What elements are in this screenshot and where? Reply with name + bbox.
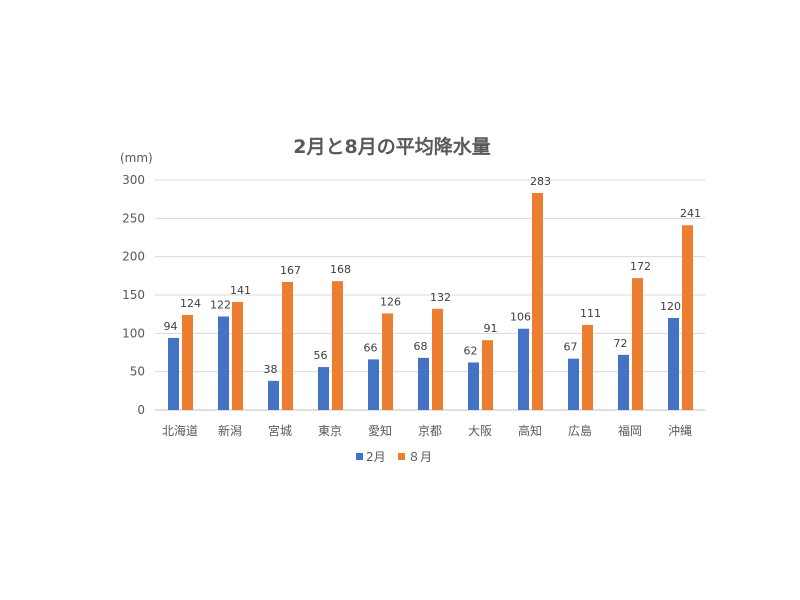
bar-aug [432, 308, 443, 410]
bar-aug [682, 225, 693, 410]
y-tick-label: 300 [122, 173, 145, 187]
x-tick-label: 京都 [418, 424, 442, 438]
bar-feb [618, 354, 629, 410]
bar-aug [332, 281, 343, 410]
bar-feb [418, 357, 429, 410]
bar-feb [218, 316, 229, 410]
x-axis-ticks: 北海道 新潟 宮城 東京 愛知 京都 大阪 高知 広島 福岡 沖縄 [162, 423, 692, 438]
data-label: 67 [564, 341, 578, 354]
x-tick-label: 大阪 [468, 424, 492, 438]
bar-feb [318, 367, 329, 410]
bar-feb [268, 380, 279, 410]
data-label: 168 [330, 263, 351, 276]
data-label: 91 [484, 322, 498, 335]
bar-feb [368, 359, 379, 410]
bar-feb [568, 358, 579, 410]
bar-aug [482, 340, 493, 410]
data-label: 94 [164, 320, 178, 333]
y-tick-label: 100 [122, 326, 145, 340]
legend-swatch [356, 453, 363, 460]
bar-feb [668, 318, 679, 410]
chart-title: 2月と8月の平均降水量 [293, 135, 490, 158]
bar-aug [282, 281, 293, 410]
bar-aug [582, 324, 593, 410]
gridlines [155, 179, 705, 411]
bar-aug [232, 301, 243, 410]
x-tick-label: 宮城 [268, 423, 292, 438]
x-tick-label: 北海道 [162, 423, 198, 438]
x-tick-label: 高知 [518, 423, 542, 438]
legend-label: ８月 [408, 450, 432, 464]
bar-feb [468, 362, 479, 410]
data-label: 283 [530, 175, 551, 188]
bar-aug [182, 314, 193, 410]
y-tick-label: 0 [137, 403, 145, 417]
data-label: 124 [180, 297, 201, 310]
data-label: 72 [614, 337, 628, 350]
bar-aug [532, 193, 543, 410]
data-label: 126 [380, 295, 401, 308]
bar-aug [382, 313, 393, 410]
x-tick-label: 広島 [568, 423, 592, 438]
legend-swatch [398, 453, 405, 460]
data-label: 120 [660, 300, 681, 313]
y-tick-label: 50 [130, 365, 145, 379]
x-tick-label: 沖縄 [668, 423, 692, 438]
legend: 2月 ８月 [356, 450, 432, 464]
data-label: 132 [430, 291, 451, 304]
bar-feb [518, 328, 529, 410]
data-label: 38 [264, 363, 278, 376]
y-tick-label: 250 [122, 211, 145, 225]
y-tick-label: 200 [122, 250, 145, 264]
bar-feb [168, 337, 179, 410]
data-label: 62 [464, 344, 478, 357]
data-label: 66 [364, 341, 378, 354]
data-label: 241 [680, 207, 701, 220]
y-axis-ticks: 0 50 100 150 200 250 300 [122, 173, 145, 417]
data-label: 56 [314, 349, 328, 362]
x-tick-label: 新潟 [218, 423, 242, 438]
data-label: 111 [580, 307, 601, 320]
bars [168, 193, 693, 410]
x-tick-label: 福岡 [618, 423, 642, 438]
legend-label: 2月 [366, 450, 386, 464]
bar-aug [632, 278, 643, 410]
data-label: 106 [510, 311, 531, 324]
data-label: 167 [280, 264, 301, 277]
data-label: 141 [230, 284, 251, 297]
data-label: 172 [630, 260, 651, 273]
data-label: 68 [414, 340, 428, 353]
x-tick-label: 愛知 [368, 424, 392, 438]
y-tick-label: 150 [122, 288, 145, 302]
data-label: 122 [210, 298, 231, 311]
x-tick-label: 東京 [318, 424, 342, 438]
y-axis-unit: (mm) [120, 151, 153, 165]
